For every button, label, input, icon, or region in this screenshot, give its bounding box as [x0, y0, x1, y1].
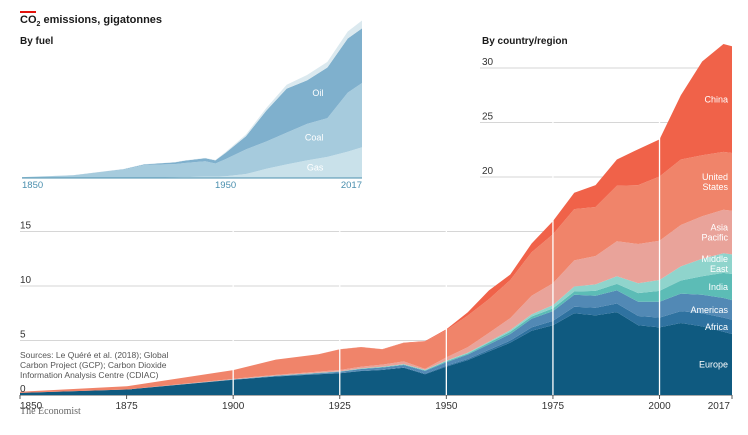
- y-tick-10: 10: [20, 275, 32, 286]
- area-americas: [20, 290, 732, 393]
- title-suffix: emissions, gigatonnes: [40, 14, 163, 26]
- y-tick-5: 5: [20, 330, 26, 341]
- band-label-middle-east-1: Middle: [701, 254, 728, 264]
- subtitle-by-fuel: By fuel: [20, 36, 54, 47]
- inset-x-tick-2017: 2017: [341, 180, 362, 191]
- source-note: Sources: Le Quéré et al. (2018); GlobalC…: [20, 350, 168, 380]
- title-rule: [20, 11, 36, 13]
- brand-label: The Economist: [20, 406, 81, 417]
- inset-area-gas: [22, 147, 362, 178]
- source-line-1: Sources: Le Quéré et al. (2018); Global: [20, 350, 168, 360]
- y-tick-30: 30: [482, 57, 494, 68]
- inset-area-coal: [22, 82, 362, 178]
- band-label-united-states-2: States: [702, 182, 728, 192]
- main-y-tick-labels: 0 5 10 15 20 25 30: [20, 57, 494, 395]
- chart-title: CO2 emissions, gigatonnes: [20, 14, 162, 28]
- band-label-india: India: [708, 282, 728, 292]
- band-label-asia-pacific-1: Asia: [710, 223, 728, 233]
- inset-band-label-oil: Oil: [312, 88, 323, 98]
- title-prefix: CO: [20, 14, 37, 26]
- y-tick-25: 25: [482, 112, 494, 123]
- inset-by-fuel: 1850 1950 2017 Gas Coal Oil: [18, 20, 366, 192]
- area-europe: [20, 312, 732, 395]
- band-label-asia-pacific-2: Pacific: [701, 233, 728, 243]
- subtitle-by-region: By country/region: [482, 36, 568, 47]
- y-tick-15: 15: [20, 221, 32, 232]
- band-label-americas: Americas: [690, 305, 728, 315]
- x-tick-2000: 2000: [648, 401, 671, 412]
- x-tick-2017: 2017: [708, 401, 731, 412]
- inset-band-label-gas: Gas: [307, 162, 324, 172]
- main-x-tick-labels: 1850 1875 1900 1925 1950 1975 2000 2017: [19, 395, 733, 412]
- y-tick-20: 20: [482, 166, 494, 177]
- x-tick-1950: 1950: [435, 401, 458, 412]
- band-label-china: China: [704, 95, 728, 105]
- band-label-africa: Africa: [705, 322, 728, 332]
- band-label-middle-east-2: East: [710, 264, 729, 274]
- x-tick-1850: 1850: [20, 401, 43, 412]
- source-line-3: Information Analysis Centre (CDIAC): [20, 370, 159, 380]
- x-tick-1925: 1925: [329, 401, 352, 412]
- band-label-europe: Europe: [699, 359, 728, 369]
- x-tick-1975: 1975: [542, 401, 565, 412]
- inset-x-tick-1850: 1850: [22, 180, 43, 191]
- band-label-united-states-1: United: [702, 172, 728, 182]
- main-area-stack: [20, 44, 732, 395]
- inset-x-tick-1950: 1950: [215, 180, 236, 191]
- x-tick-1900: 1900: [222, 401, 245, 412]
- area-united-states: [20, 151, 732, 393]
- inset-area-oil: [22, 28, 362, 178]
- y-tick-0: 0: [20, 384, 26, 395]
- x-tick-1875: 1875: [115, 401, 138, 412]
- inset-band-label-coal: Coal: [305, 133, 324, 143]
- source-line-2: Carbon Project (GCP); Carbon Dioxide: [20, 360, 167, 370]
- title-subscript: 2: [36, 21, 41, 29]
